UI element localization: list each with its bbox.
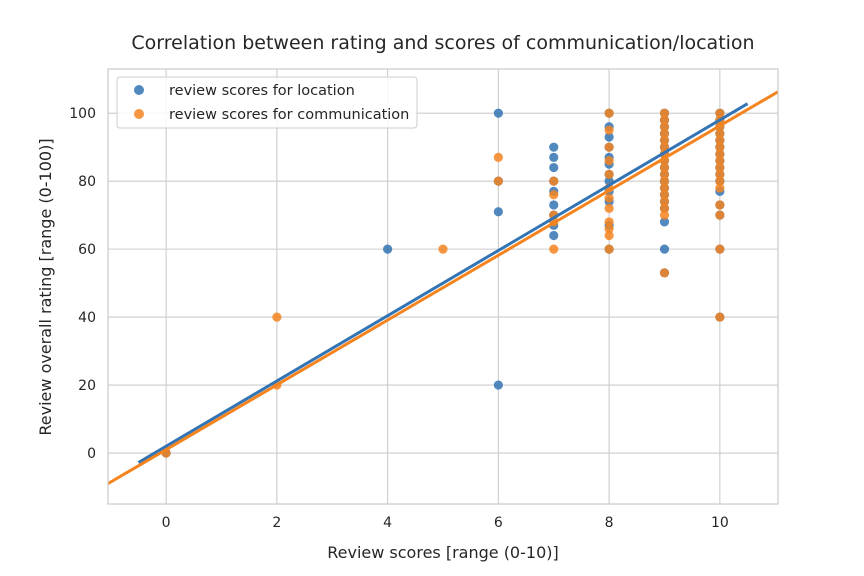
data-point-communication [659, 162, 670, 173]
y-axis-label: Review overall rating [range (0-100)] [36, 138, 55, 435]
y-tick-label: 60 [78, 242, 96, 258]
legend-label-communication: review scores for communication [169, 107, 409, 123]
chart-title: Correlation between rating and scores of… [131, 32, 754, 54]
legend-marker-communication [134, 109, 144, 119]
data-point-location [493, 380, 503, 390]
data-point-communication [659, 169, 670, 179]
data-point-communication [549, 176, 559, 186]
data-point-communication [604, 203, 614, 213]
data-point-location [549, 152, 559, 162]
data-point-communication [604, 108, 614, 118]
data-point-communication [549, 190, 559, 200]
data-point-communication [715, 312, 725, 322]
data-point-location [383, 244, 393, 254]
data-point-location [659, 244, 670, 254]
data-point-communication [604, 193, 614, 203]
data-point-location [549, 200, 559, 210]
data-point-communication [659, 142, 670, 152]
data-point-communication [493, 176, 503, 186]
data-point-communication [604, 230, 614, 241]
plot-frame [107, 68, 779, 505]
data-point-communication [715, 244, 725, 254]
x-tick-label: 8 [605, 515, 614, 531]
y-tick-label: 100 [69, 106, 96, 122]
data-point-communication [659, 176, 670, 186]
data-point-communication [659, 268, 670, 278]
legend-box [116, 76, 418, 129]
regression-line-location [137, 102, 749, 464]
data-point-location [493, 207, 503, 217]
y-tick-label: 80 [78, 174, 96, 190]
x-tick-label: 6 [494, 515, 503, 531]
data-point-communication [604, 142, 614, 152]
data-point-communication [604, 224, 614, 234]
data-point-location [604, 132, 614, 142]
x-axis-label: Review scores [range (0-10)] [327, 543, 558, 562]
data-point-communication [604, 156, 614, 166]
data-point-location [549, 230, 559, 241]
data-point-communication [715, 176, 725, 186]
data-point-communication [659, 203, 670, 213]
data-point-communication [604, 217, 614, 227]
x-tick-label: 4 [383, 515, 392, 531]
data-point-communication [659, 183, 670, 193]
y-tick-label: 20 [78, 378, 96, 394]
data-point-location [549, 142, 559, 152]
data-point-communication [659, 108, 670, 118]
x-tick-label: 0 [162, 515, 171, 531]
data-point-location [493, 108, 503, 118]
x-tick-label: 10 [711, 515, 729, 531]
data-point-communication [715, 210, 725, 220]
data-point-communication [493, 152, 503, 162]
legend: review scores for location review scores… [116, 76, 418, 129]
data-point-communication [604, 244, 614, 254]
data-point-communication [604, 125, 614, 135]
data-point-communication [659, 190, 670, 200]
data-point-communication [715, 200, 725, 210]
data-point-communication [715, 183, 725, 193]
data-point-communication [715, 162, 725, 173]
data-point-communication [715, 156, 725, 166]
data-point-location [549, 162, 559, 173]
data-point-communication [715, 149, 725, 159]
data-point-communication [715, 108, 725, 118]
data-point-communication [272, 312, 282, 322]
data-point-communication [659, 115, 670, 125]
data-point-communication [659, 210, 670, 220]
data-point-communication [438, 244, 448, 254]
legend-label-location: review scores for location [169, 83, 355, 99]
legend-marker-location [134, 85, 144, 95]
data-point-communication [659, 196, 670, 207]
regression-lines [107, 90, 779, 485]
y-tick-label: 40 [78, 310, 96, 326]
data-point-communication [549, 244, 559, 254]
data-point-communication [604, 169, 614, 179]
data-point-communication [659, 128, 670, 139]
data-point-communication [715, 135, 725, 145]
data-point-communication [715, 142, 725, 152]
regression-line-communication [107, 90, 779, 485]
x-tick-label: 2 [272, 515, 281, 531]
data-point-communication [659, 135, 670, 145]
data-point-communication [659, 122, 670, 132]
data-point-communication [715, 128, 725, 139]
y-tick-label: 0 [87, 446, 96, 462]
data-point-communication [715, 169, 725, 179]
data-point-location [659, 217, 670, 227]
